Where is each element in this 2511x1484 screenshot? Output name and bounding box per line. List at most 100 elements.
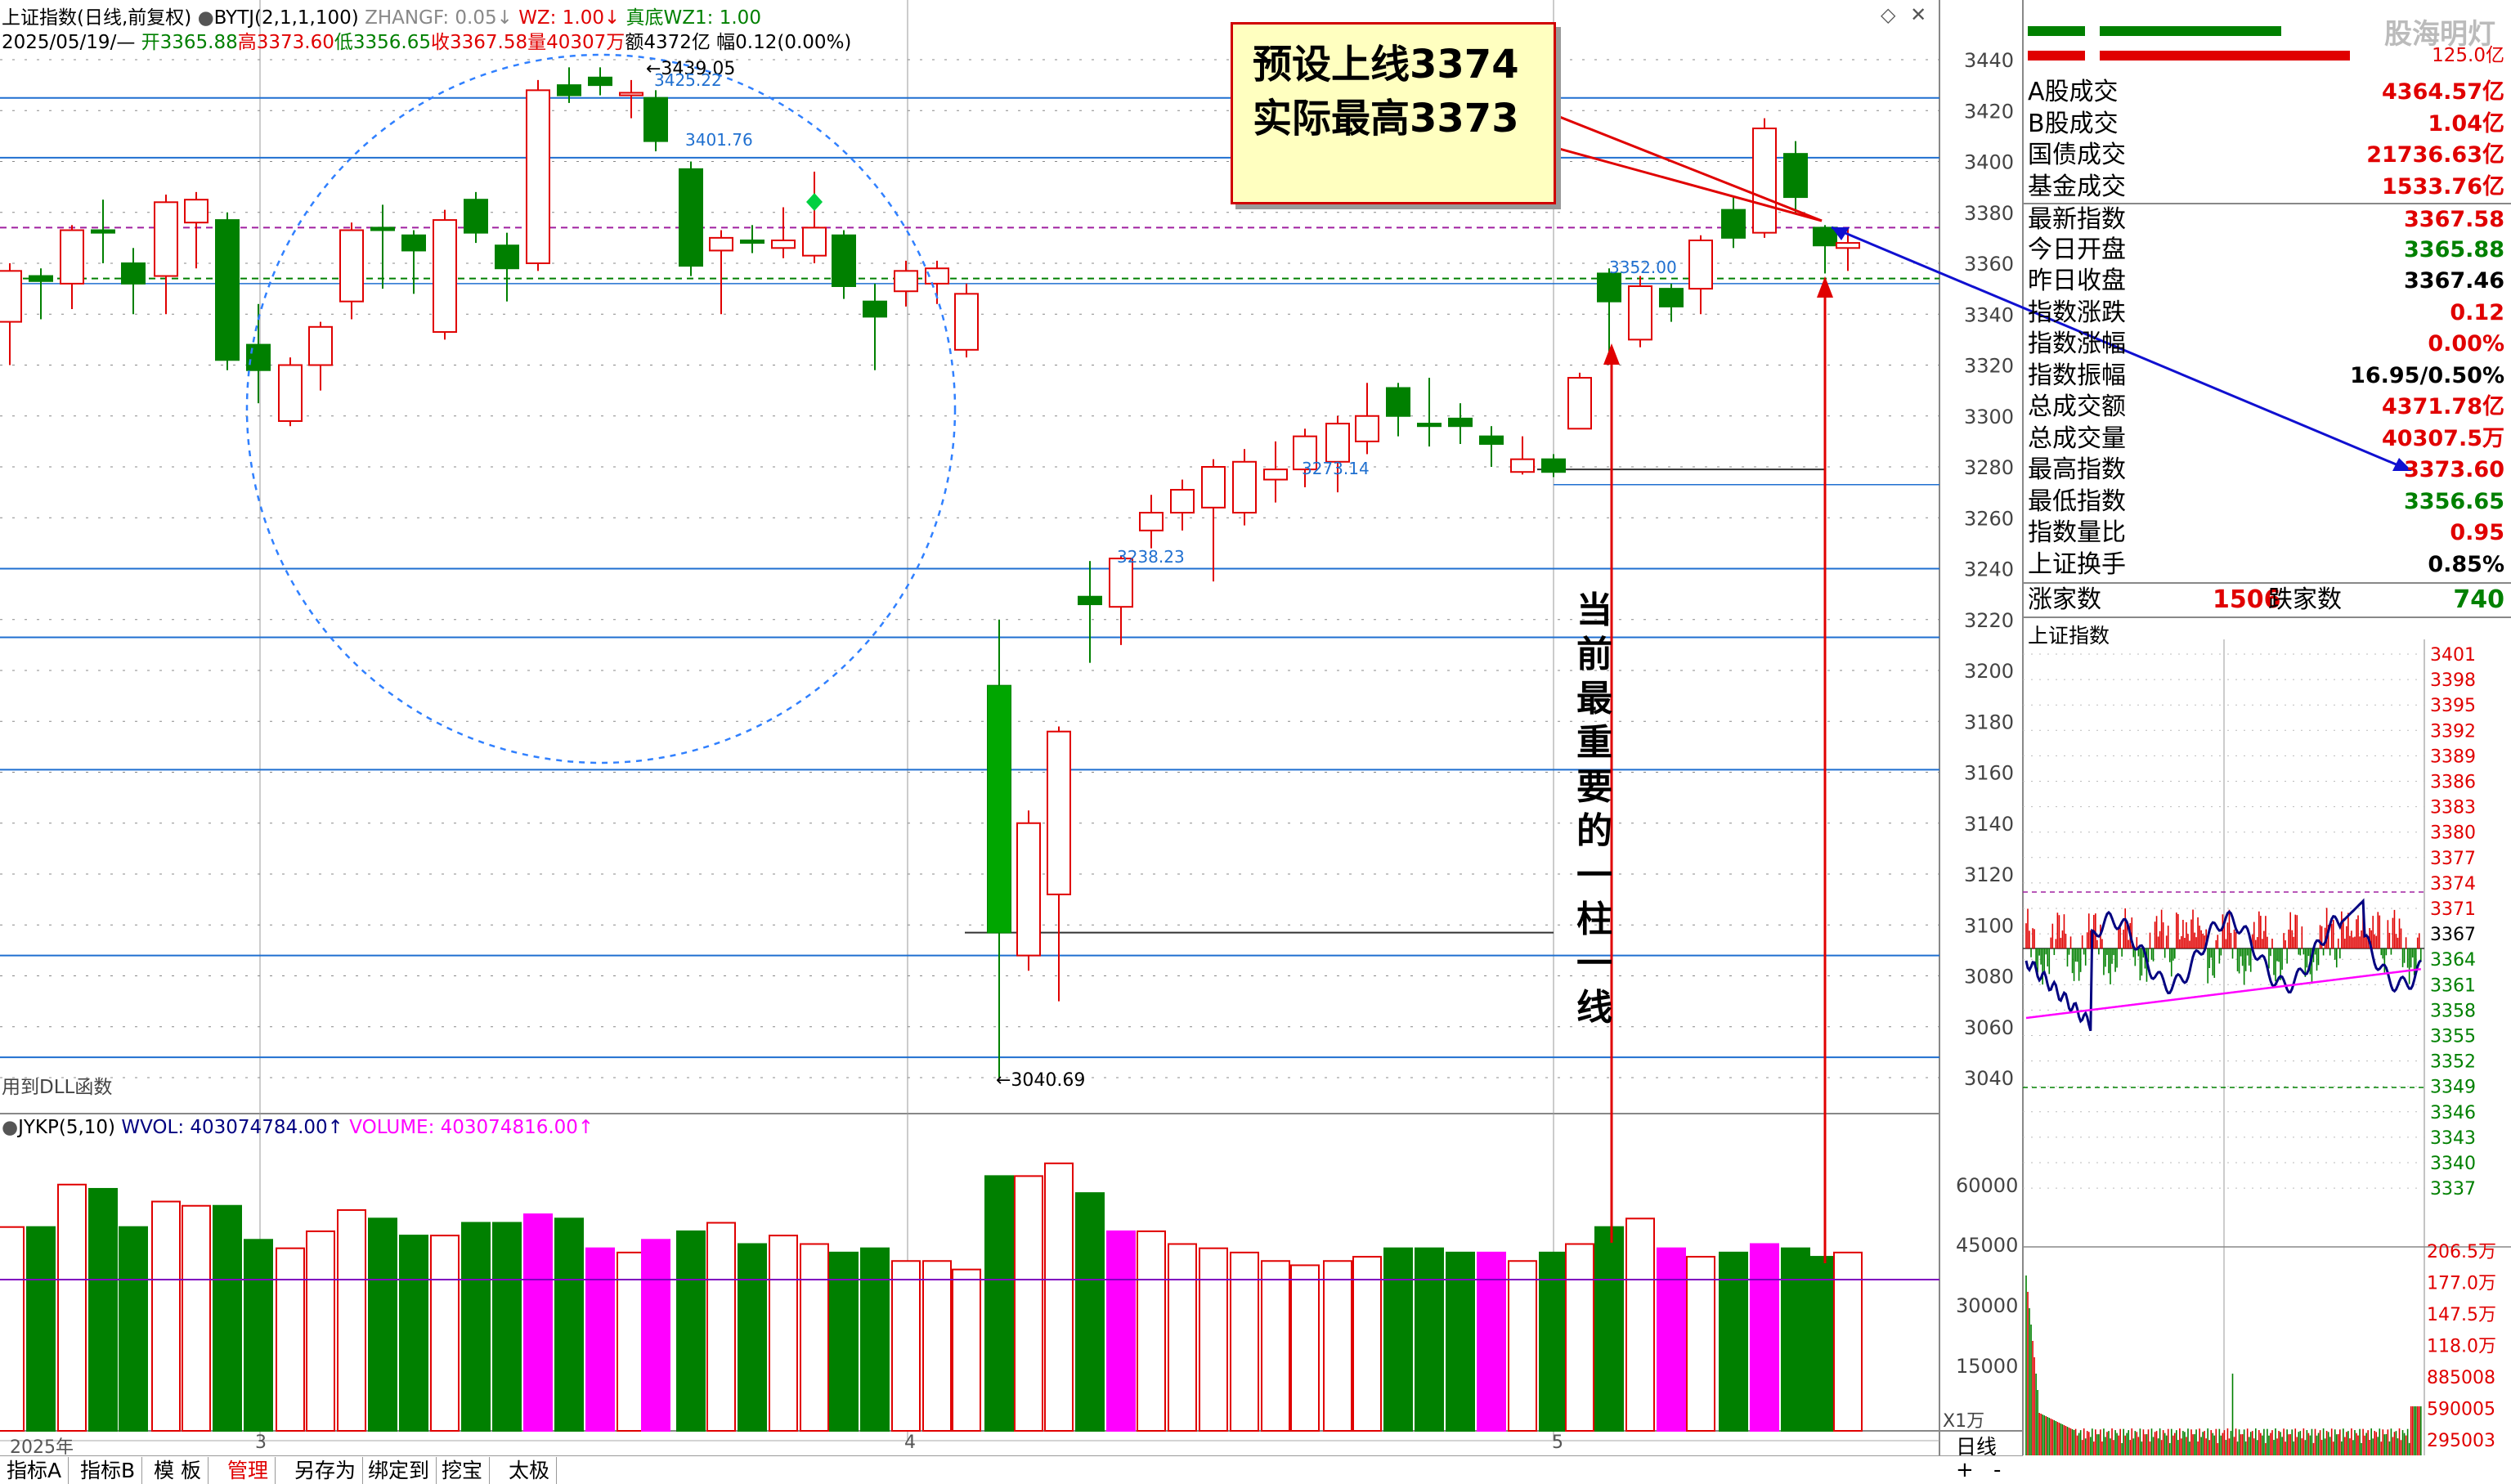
bottom-tab[interactable]: 模 板 [147,1457,209,1484]
header-open: 开3365.88 [141,32,238,53]
diamond-icon[interactable]: ◇ [1881,3,1896,26]
vertical-char: 柱 [1576,899,1612,940]
up-count-label: 涨家数 [2028,585,2101,614]
volume-bar [1781,1247,1810,1432]
bottom-tab[interactable]: 绑定到 [361,1457,437,1484]
mini-axis-label: 3367 [2430,925,2476,945]
bottom-tab[interactable]: 挖宝 [435,1457,491,1484]
mini-vol-axis-label: 206.5万 [2427,1242,2496,1262]
volume-bar [1719,1251,1748,1432]
candle-body [1597,272,1621,303]
y-axis-label: 3380 [1964,202,2014,225]
volume-axis-label: 60000 [1956,1174,2018,1197]
candle-body [1170,489,1195,514]
zoom-out-button[interactable]: - [1993,1458,2002,1482]
y-axis-label: 3200 [1964,660,2014,683]
bottom-tab[interactable]: 指标B [74,1457,143,1484]
stats-row: 指数量比 0.95 [2023,518,2511,549]
price-label: 3238.23 [1117,547,1185,567]
volume-bar [492,1222,522,1432]
candle-body [802,226,827,257]
volume-bar [306,1230,335,1432]
annotation-line2: 实际最高3373 [1253,96,1519,141]
volume-header: ●JYKP(5,10) WVOL: 403074784.00↑ VOLUME: … [2,1117,594,1138]
top-value: 125.0亿 [2432,45,2504,66]
arrow-head-icon [1832,227,1850,240]
window-controls: ◇ ✕ [1881,3,1926,26]
volume-bar [213,1204,242,1432]
stats-value: 16.95/0.50% [2350,362,2504,388]
bottom-tab[interactable]: 另存为 [288,1457,364,1484]
mini-axis-label: 3383 [2430,798,2476,818]
mini-price-line [2024,898,2422,1032]
close-icon[interactable]: ✕ [1910,3,1927,26]
stats-value: 0.85% [2428,551,2504,577]
y-axis-label: 3080 [1964,966,2014,989]
bottom-tab[interactable]: 太极 [502,1457,558,1484]
dll-note: 用到DLL函数 [2,1077,113,1098]
candle-body [433,219,457,334]
volume-bar [554,1217,584,1432]
stats-row: 基金成交 1533.76亿 [2023,172,2511,203]
annotation-box: 预设上线3374 实际最高3373 [1231,22,1556,204]
volume-bar [151,1200,181,1432]
volume-bar [368,1217,397,1432]
volume-bar [1383,1247,1413,1432]
mini-axis-label: 3371 [2430,899,2476,920]
mini-axis-label: 3346 [2430,1103,2476,1123]
volume-bar [1261,1260,1290,1432]
volume-bar [738,1243,767,1432]
chart-header-line1: 上证指数(日线,前复权) ●BYTJ(2,1,1,100) ZHANGF: 0.… [2,2,761,29]
dashed-circle [245,53,957,764]
candle-body [60,229,84,285]
candle-body [1479,435,1504,445]
candle-body [308,325,333,366]
volume-bar [769,1235,798,1432]
y-axis-label: 3340 [1964,303,2014,326]
mini-axis-label: 3358 [2430,1001,2476,1021]
candle-body [1386,387,1410,417]
volume-bar [800,1243,829,1432]
y-axis-label: 3360 [1964,253,2014,276]
stats-label: 基金成交 [2028,172,2126,201]
price-label: 3425.22 [654,70,722,90]
stats-row: A股成交 4364.57亿 [2023,77,2511,108]
bottom-tab[interactable]: 指标A [0,1457,70,1484]
callout-pointer [1553,146,1823,222]
bottom-tab[interactable]: 管理 [221,1457,276,1484]
candle-body [1688,239,1713,290]
price-label-peak: ←3439.05 [646,59,735,79]
index-bar-top [2028,26,2085,36]
header-amount: 额4372亿 [625,32,711,53]
stats-value: 3373.60 [2404,457,2504,482]
volume-bar [1137,1230,1166,1432]
candle-body [215,219,240,361]
candle-body [1201,466,1226,509]
vertical-char: 一 [1576,943,1612,984]
volume-bar [1415,1247,1444,1432]
y-axis-label: 3440 [1964,49,2014,72]
candle-body [154,201,178,277]
price-label: 3273.14 [1302,459,1370,478]
timeline-m4: 4 [904,1432,916,1453]
volume-bar [1199,1247,1228,1432]
candle-body [740,239,765,244]
volume-bar [523,1213,553,1432]
volume-bar [617,1251,646,1432]
y-axis-label: 3140 [1964,813,2014,836]
stats-label: 国债成交 [2028,141,2126,169]
wvol-label: WVOL: 403074784.00↑ [121,1117,343,1138]
stats-label: 指数涨跌 [2028,298,2126,327]
stats-row: 昨日收盘 3367.46 [2023,266,2511,297]
stats-label: 总成交额 [2028,392,2126,421]
vertical-char: 一 [1576,854,1612,896]
stats-row: 指数振幅 16.95/0.50% [2023,361,2511,392]
candle-body [771,239,796,249]
candle-body [278,364,303,422]
candle-body [1510,458,1535,473]
candle-body [643,96,668,142]
period-label[interactable]: 日线 [1956,1435,1998,1459]
right-info-panel: 股海明灯 125.0亿 A股成交 4364.57亿 B股成交 1.04亿 国债成交 217… [2023,0,2511,1455]
stats-label: 昨日收盘 [2028,267,2126,295]
zoom-in-button[interactable]: + [1956,1458,1974,1482]
